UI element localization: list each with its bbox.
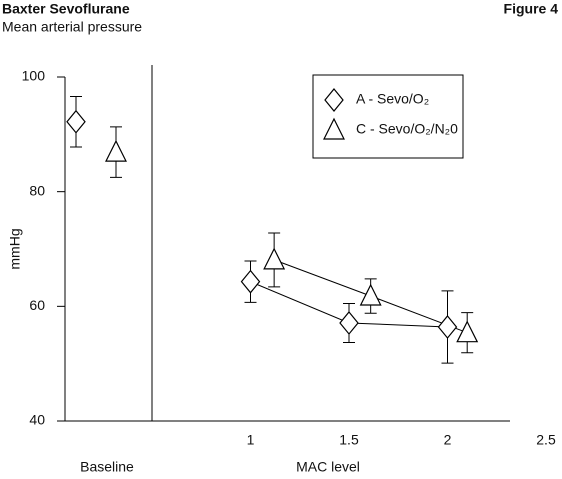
data-point [456,320,479,343]
x-tick-label: 1 [247,432,255,448]
x-tick-label: 2.5 [536,432,556,448]
x-tick-label: 2 [444,432,452,448]
data-point [339,311,359,335]
y-tick-label: 40 [29,412,45,428]
y-tick-label: 80 [29,182,45,198]
legend-label: A - Sevo/O₂ [356,91,429,107]
data-point [240,269,261,294]
y-axis-label: mmHg [7,228,23,269]
legend-symbol [324,88,344,112]
legend-label: C - Sevo/O₂/N₂0 [356,121,458,137]
figure-label: Figure 4 [504,1,559,17]
baseline-point [105,139,127,162]
data-point [359,283,382,306]
legend [312,74,464,159]
chart-title: Baxter Sevoflurane [2,1,130,17]
x-tick-label: 1.5 [339,432,359,448]
baseline-label: Baseline [80,459,134,475]
data-point [263,247,286,270]
baseline-point [66,109,86,134]
y-tick-label: 100 [22,68,46,84]
x-axis-label: MAC level [296,459,360,475]
legend-symbol [323,117,345,140]
chart-subtitle: Mean arterial pressure [2,19,142,35]
data-point [437,315,458,339]
y-tick-label: 60 [29,297,45,313]
